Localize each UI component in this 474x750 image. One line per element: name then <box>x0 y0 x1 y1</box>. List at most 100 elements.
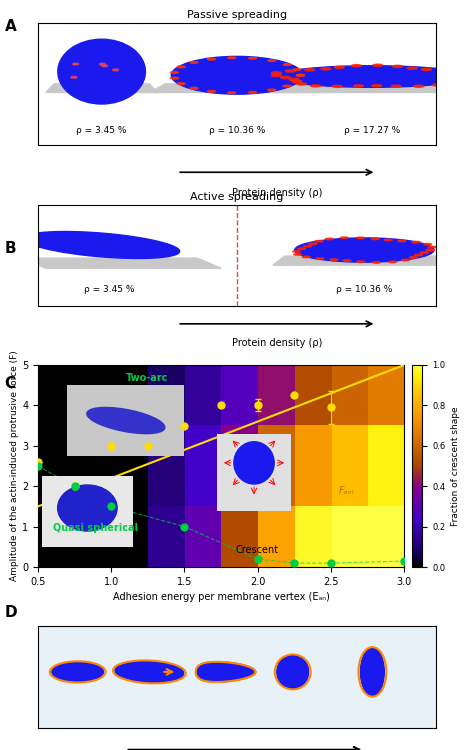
Ellipse shape <box>309 243 317 244</box>
Ellipse shape <box>352 64 362 67</box>
Ellipse shape <box>340 237 348 238</box>
Text: Protein density (ρ): Protein density (ρ) <box>232 338 322 348</box>
Ellipse shape <box>289 78 299 80</box>
Ellipse shape <box>295 238 434 262</box>
Ellipse shape <box>271 74 281 76</box>
Ellipse shape <box>459 76 469 77</box>
Ellipse shape <box>414 86 424 87</box>
Text: ρ = 17.27 %: ρ = 17.27 % <box>344 127 401 136</box>
Ellipse shape <box>101 64 108 67</box>
Ellipse shape <box>208 91 216 92</box>
Ellipse shape <box>272 72 282 74</box>
Ellipse shape <box>371 238 379 240</box>
Ellipse shape <box>292 80 302 82</box>
Text: Two-arc: Two-arc <box>126 373 168 383</box>
Ellipse shape <box>268 60 276 62</box>
Text: ρ = 3.45 %: ρ = 3.45 % <box>76 127 127 136</box>
Title: Passive spreading: Passive spreading <box>187 10 287 20</box>
Ellipse shape <box>449 77 459 80</box>
Ellipse shape <box>283 86 291 87</box>
Ellipse shape <box>170 77 178 79</box>
Ellipse shape <box>407 67 417 69</box>
Ellipse shape <box>389 261 396 262</box>
Ellipse shape <box>412 242 420 243</box>
Ellipse shape <box>332 86 342 88</box>
Ellipse shape <box>426 249 434 250</box>
Polygon shape <box>46 84 157 92</box>
Ellipse shape <box>392 85 401 87</box>
Ellipse shape <box>190 62 198 63</box>
Ellipse shape <box>305 69 315 71</box>
Ellipse shape <box>432 84 442 86</box>
Text: ρ = 10.36 %: ρ = 10.36 % <box>209 127 265 136</box>
Ellipse shape <box>343 260 351 262</box>
Ellipse shape <box>277 655 309 689</box>
Polygon shape <box>149 84 325 92</box>
Ellipse shape <box>248 57 256 59</box>
Ellipse shape <box>384 239 392 241</box>
Ellipse shape <box>303 245 311 247</box>
Ellipse shape <box>401 260 410 261</box>
Ellipse shape <box>316 258 324 260</box>
Ellipse shape <box>170 71 178 74</box>
Polygon shape <box>273 256 456 266</box>
Ellipse shape <box>356 261 365 262</box>
Ellipse shape <box>52 662 104 682</box>
Ellipse shape <box>285 70 295 72</box>
Ellipse shape <box>424 244 432 245</box>
Ellipse shape <box>294 254 302 255</box>
Polygon shape <box>196 662 255 682</box>
Ellipse shape <box>293 80 301 82</box>
Ellipse shape <box>281 76 291 79</box>
Ellipse shape <box>421 68 431 70</box>
Polygon shape <box>22 258 221 268</box>
Ellipse shape <box>458 70 468 73</box>
Text: B: B <box>5 242 17 256</box>
Ellipse shape <box>360 648 384 696</box>
Ellipse shape <box>420 252 428 254</box>
Ellipse shape <box>297 74 304 76</box>
Polygon shape <box>261 82 474 92</box>
Ellipse shape <box>410 256 417 258</box>
Text: ρ = 3.45 %: ρ = 3.45 % <box>84 284 135 293</box>
Ellipse shape <box>310 85 320 87</box>
Ellipse shape <box>208 58 216 60</box>
Ellipse shape <box>315 241 323 242</box>
X-axis label: Adhesion energy per membrane vertex (Eₐₙ): Adhesion energy per membrane vertex (Eₐₙ… <box>113 592 329 602</box>
Ellipse shape <box>71 76 77 78</box>
Title: Active spreading: Active spreading <box>191 193 283 202</box>
Text: ρ = 10.36 %: ρ = 10.36 % <box>336 284 392 293</box>
Ellipse shape <box>302 256 310 258</box>
Ellipse shape <box>58 39 146 104</box>
Ellipse shape <box>440 69 450 71</box>
Ellipse shape <box>325 238 333 240</box>
Ellipse shape <box>177 66 185 68</box>
Ellipse shape <box>459 76 469 77</box>
Ellipse shape <box>171 56 303 94</box>
Ellipse shape <box>293 69 301 70</box>
Ellipse shape <box>298 248 305 250</box>
Y-axis label: Fraction of crescent shape: Fraction of crescent shape <box>451 406 460 526</box>
Ellipse shape <box>100 63 106 65</box>
Ellipse shape <box>330 259 338 260</box>
Ellipse shape <box>321 68 331 70</box>
Ellipse shape <box>372 85 382 87</box>
Ellipse shape <box>398 240 406 242</box>
Ellipse shape <box>335 66 345 68</box>
Ellipse shape <box>373 64 383 67</box>
Ellipse shape <box>356 237 365 238</box>
Text: Fₔₒₜ: Fₔₒₜ <box>338 486 355 496</box>
Ellipse shape <box>293 251 301 252</box>
Ellipse shape <box>276 66 469 87</box>
Ellipse shape <box>115 661 184 682</box>
Ellipse shape <box>228 57 236 58</box>
Ellipse shape <box>190 87 198 89</box>
Ellipse shape <box>283 64 291 65</box>
Text: Quasi spherical: Quasi spherical <box>53 523 137 532</box>
Ellipse shape <box>415 254 423 256</box>
Text: Protein density (ρ): Protein density (ρ) <box>232 188 322 198</box>
Ellipse shape <box>354 85 364 87</box>
Ellipse shape <box>428 246 437 248</box>
Ellipse shape <box>465 73 474 75</box>
Ellipse shape <box>373 262 381 263</box>
